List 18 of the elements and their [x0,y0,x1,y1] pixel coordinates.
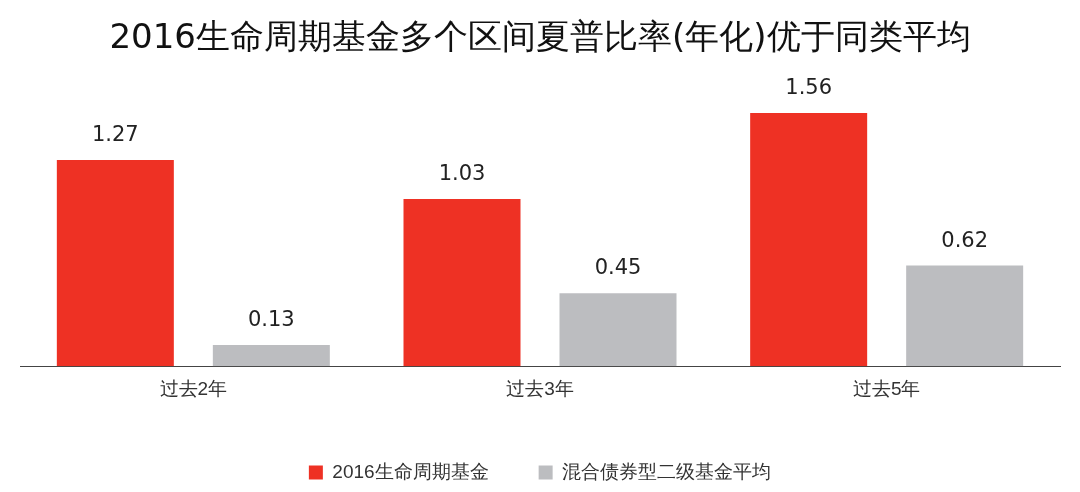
x-tick-label: 过去3年 [506,377,574,399]
bar [212,345,330,367]
data-label: 1.03 [438,160,486,185]
bar [750,112,868,367]
x-tick-label: 过去2年 [159,377,228,399]
x-tick-label: 过去5年 [852,377,921,399]
bar [403,199,521,367]
data-label: 0.45 [594,255,642,280]
bar [559,293,677,367]
legend-label: 混合债券型二级基金平均 [562,460,772,482]
bar [56,160,174,367]
data-label: 1.56 [785,74,833,99]
data-label: 0.13 [247,307,295,332]
legend-label: 2016生命周期基金 [332,460,489,482]
data-label: 0.62 [941,227,989,252]
data-label: 1.27 [91,121,139,146]
bar [906,265,1024,367]
chart-title: 2016生命周期基金多个区间夏普比率(年化)优于同类平均 [108,15,972,58]
